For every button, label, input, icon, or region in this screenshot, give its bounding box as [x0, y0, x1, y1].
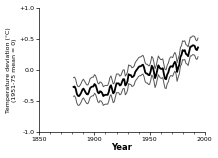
- Y-axis label: Temperature deviation (°C)
(1951-75 mean = 0): Temperature deviation (°C) (1951-75 mean…: [5, 27, 17, 113]
- X-axis label: Year: Year: [112, 143, 133, 152]
